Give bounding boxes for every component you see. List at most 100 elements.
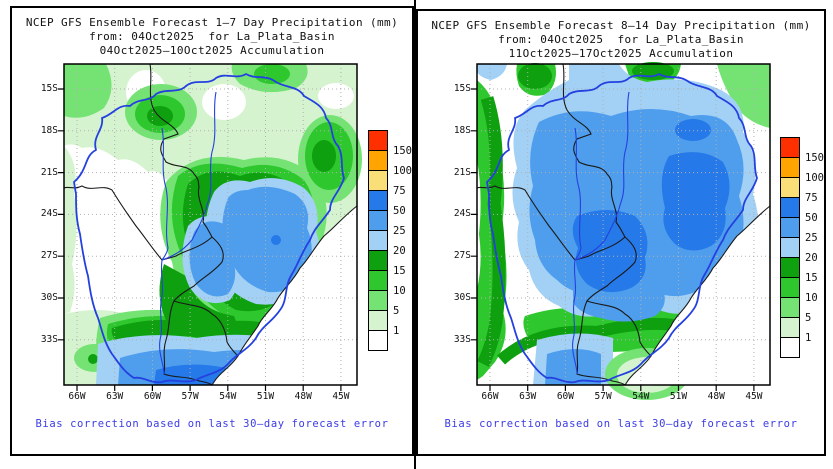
lon-label: 63W [519,391,537,402]
lat-label: 33S [453,333,471,345]
panel-accumulation: 04Oct2025–10Oct2025 Accumulation [99,44,325,57]
legend-value: 10 [805,292,818,304]
legend-value: 10 [393,285,406,297]
lon-label: 57W [181,391,199,402]
panel-week2: NCEP GFS Ensemble Forecast 8–14 Day Prec… [416,9,826,456]
legend-swatches [368,130,388,351]
lat-label: 15S [453,83,471,94]
legend-swatch [780,297,800,318]
legend-values: 150 100 75 50 25 20 15 10 5 1 [805,148,824,348]
legend-swatch [780,217,800,238]
legend-value: 20 [805,252,818,264]
legend-swatch [368,130,388,151]
legend-swatch [780,137,800,158]
lon-label: 51W [669,391,688,402]
legend-values: 150 100 75 50 25 20 15 10 5 1 [393,141,412,341]
lon-label: 63W [106,391,124,402]
bias-caption: Bias correction based on last 30–day for… [35,418,389,430]
legend-value: 25 [805,232,818,244]
legend-value: 5 [393,305,400,317]
legend-value: 25 [393,225,406,237]
legend-value: 100 [393,165,412,177]
legend-value: 1 [805,332,812,344]
lat-label: 18S [40,124,58,136]
lat-label: 15S [40,83,58,94]
lat-label: 24S [40,208,58,220]
lon-label: 60W [556,391,574,402]
panel-subtitle: from: 04Oct2025 for La_Plata_Basin [498,33,744,46]
legend-value: 75 [805,192,818,204]
precip-map-week2 [470,62,771,400]
legend-swatch [780,257,800,278]
lat-label: 24S [453,208,471,220]
panel-subtitle: from: 04Oct2025 for La_Plata_Basin [89,30,335,43]
lon-label: 48W [294,391,312,402]
title-block: NCEP GFS Ensemble Forecast 8–14 Day Prec… [418,19,824,61]
legend-swatch [368,190,388,211]
title-block: NCEP GFS Ensemble Forecast 1–7 Day Preci… [12,16,412,58]
lat-axis: 15S 18S 21S 24S 27S 30S 33S [439,82,471,346]
lon-label: 54W [219,391,237,402]
legend-swatch [780,277,800,298]
legend-value: 50 [393,205,406,217]
legend-value: 20 [393,245,406,257]
legend-value: 1 [393,325,400,337]
lat-label: 21S [40,166,58,178]
lon-axis: 66W 63W 60W 57W 54W 51W 48W 45W [62,391,356,402]
lon-label: 60W [143,391,161,402]
legend-value: 75 [393,185,406,197]
legend-swatch [368,330,388,351]
legend-swatch [780,337,800,358]
legend-swatch [780,197,800,218]
lat-label: 27S [453,250,471,262]
legend-value: 150 [805,152,824,164]
lat-label: 27S [40,250,58,262]
legend-value: 5 [805,312,812,324]
legend-swatch [368,290,388,311]
panel-title: NCEP GFS Ensemble Forecast 8–14 Day Prec… [431,19,811,32]
lon-label: 45W [332,391,350,402]
lon-label: 45W [745,391,763,402]
panel-week1: NCEP GFS Ensemble Forecast 1–7 Day Preci… [10,6,414,456]
lat-label: 33S [40,333,58,345]
panel-title: NCEP GFS Ensemble Forecast 1–7 Day Preci… [25,16,399,29]
legend-value: 50 [805,212,818,224]
lon-label: 66W [481,391,499,402]
lon-label: 66W [68,391,86,402]
lat-label: 18S [453,124,471,136]
lon-axis: 66W 63W 60W 57W 54W 51W 48W 45W [475,391,769,402]
legend-swatch [368,270,388,291]
legend-value: 15 [805,272,818,284]
legend-value: 100 [805,172,824,184]
precip-map-week1 [57,63,362,392]
legend-swatch [368,250,388,271]
lat-label: 30S [453,292,471,304]
legend-swatches [780,137,800,358]
legend-swatch [780,177,800,198]
legend-value: 15 [393,265,406,277]
legend-swatch [368,310,388,331]
lat-axis: 15S 18S 21S 24S 27S 30S 33S [26,82,58,346]
lon-label: 51W [256,391,275,402]
color-legend: 150 100 75 50 25 20 15 10 5 1 [368,130,412,351]
legend-value: 150 [393,145,412,157]
lat-label: 30S [40,292,58,304]
map-svg-week2 [470,62,771,400]
lon-label: 57W [594,391,612,402]
lat-label: 21S [453,166,471,178]
color-legend: 150 100 75 50 25 20 15 10 5 1 [780,137,824,358]
bias-caption: Bias correction based on last 30–day for… [444,418,798,430]
panel-divider [414,0,416,469]
legend-swatch [368,230,388,251]
legend-swatch [780,157,800,178]
legend-swatch [368,150,388,171]
map-svg-week1 [57,63,362,392]
legend-swatch [780,237,800,258]
lon-label: 54W [632,391,650,402]
legend-swatch [368,210,388,231]
legend-swatch [368,170,388,191]
lon-label: 48W [707,391,725,402]
legend-swatch [780,317,800,338]
panel-accumulation: 11Oct2025–17Oct2025 Accumulation [508,47,734,60]
